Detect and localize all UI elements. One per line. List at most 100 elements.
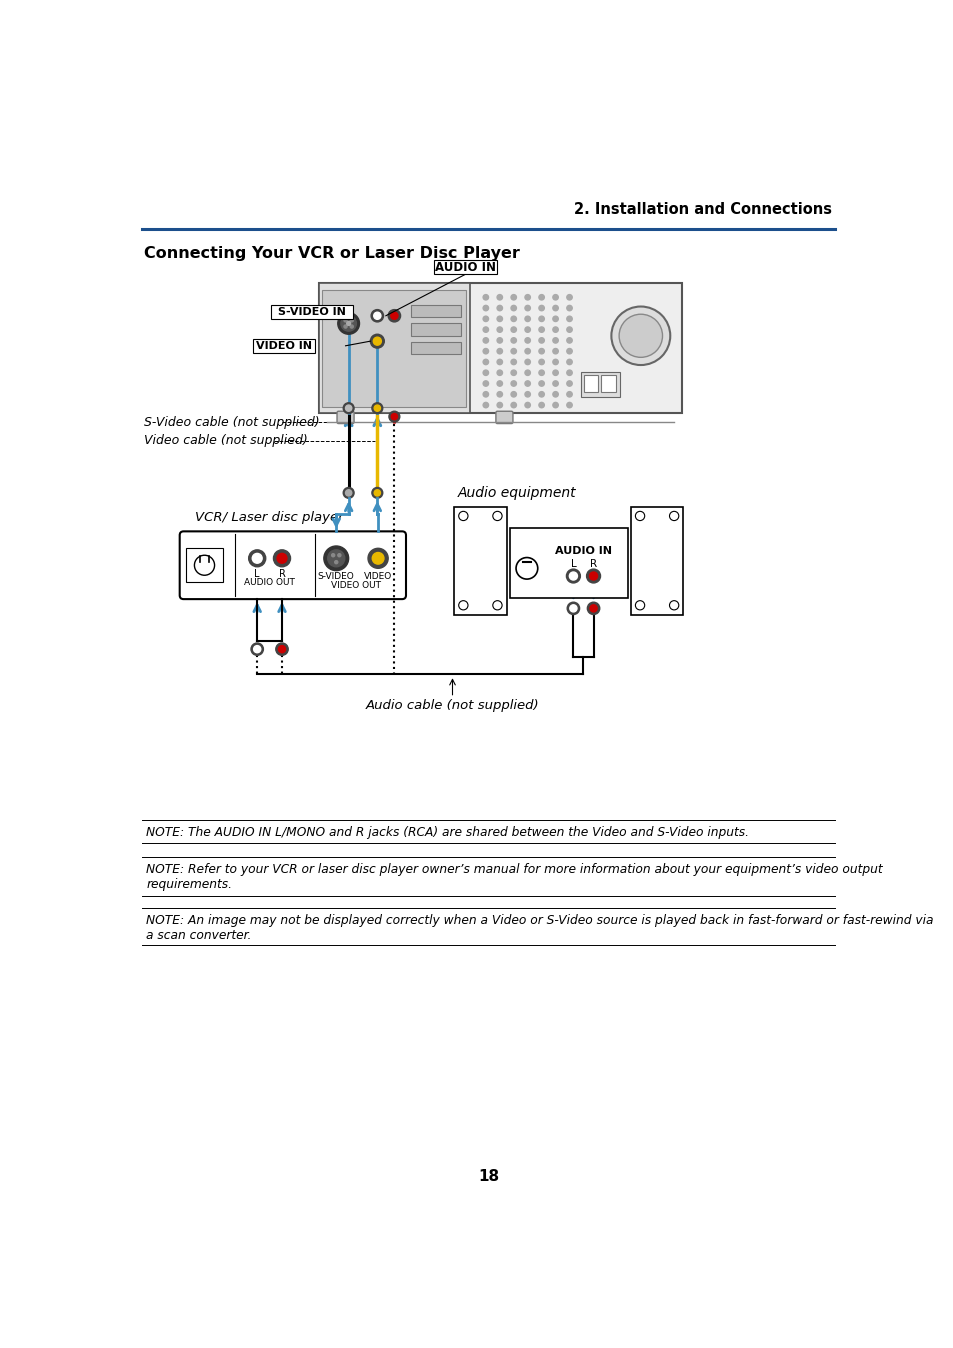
- Text: S-VIDEO IN: S-VIDEO IN: [277, 307, 345, 317]
- Text: NOTE: Refer to your VCR or laser disc player owner’s manual for more information: NOTE: Refer to your VCR or laser disc pl…: [146, 863, 882, 891]
- Circle shape: [524, 403, 530, 408]
- Circle shape: [538, 392, 544, 398]
- Circle shape: [388, 310, 400, 322]
- FancyBboxPatch shape: [336, 411, 354, 423]
- Text: L: L: [254, 569, 259, 578]
- Circle shape: [511, 295, 516, 301]
- Circle shape: [553, 338, 558, 344]
- Circle shape: [275, 643, 288, 655]
- Bar: [630, 507, 682, 615]
- Circle shape: [344, 325, 347, 328]
- FancyBboxPatch shape: [496, 411, 513, 423]
- Circle shape: [332, 554, 335, 557]
- Circle shape: [511, 360, 516, 365]
- Circle shape: [482, 306, 488, 311]
- Circle shape: [343, 488, 354, 499]
- Circle shape: [344, 319, 347, 322]
- Text: VIDEO IN: VIDEO IN: [255, 341, 312, 350]
- Circle shape: [373, 337, 381, 345]
- Text: NOTE: An image may not be displayed correctly when a Video or S-Video source is : NOTE: An image may not be displayed corr…: [146, 914, 933, 942]
- Circle shape: [493, 511, 501, 520]
- Bar: [454, 507, 506, 615]
- Circle shape: [511, 371, 516, 376]
- Circle shape: [511, 338, 516, 344]
- Circle shape: [374, 489, 380, 496]
- Circle shape: [274, 550, 291, 566]
- Text: AUDIO IN: AUDIO IN: [435, 260, 496, 274]
- Circle shape: [669, 601, 679, 609]
- Circle shape: [538, 338, 544, 344]
- Text: R: R: [278, 569, 285, 578]
- Bar: [410, 305, 460, 317]
- Circle shape: [538, 381, 544, 387]
- Circle shape: [511, 381, 516, 387]
- Circle shape: [553, 295, 558, 301]
- Circle shape: [538, 317, 544, 322]
- Circle shape: [553, 392, 558, 398]
- Circle shape: [589, 605, 597, 612]
- Circle shape: [497, 338, 502, 344]
- Text: Audio cable (not supplied): Audio cable (not supplied): [365, 700, 538, 712]
- Circle shape: [538, 360, 544, 365]
- Circle shape: [553, 371, 558, 376]
- Circle shape: [566, 392, 572, 398]
- Circle shape: [251, 643, 263, 655]
- Circle shape: [538, 403, 544, 408]
- Text: Video cable (not supplied): Video cable (not supplied): [144, 434, 308, 448]
- Circle shape: [372, 403, 382, 414]
- Circle shape: [524, 349, 530, 355]
- Circle shape: [370, 334, 384, 348]
- Circle shape: [368, 549, 388, 569]
- Circle shape: [553, 403, 558, 408]
- Circle shape: [493, 601, 501, 609]
- Bar: [434, 260, 497, 274]
- Circle shape: [350, 325, 353, 328]
- Bar: [583, 375, 598, 392]
- Circle shape: [566, 403, 572, 408]
- Circle shape: [538, 371, 544, 376]
- Text: AUDIO IN: AUDIO IN: [555, 546, 611, 557]
- Text: VIDEO: VIDEO: [364, 572, 392, 581]
- Circle shape: [553, 328, 558, 333]
- Circle shape: [482, 371, 488, 376]
- Circle shape: [566, 317, 572, 322]
- Bar: [410, 342, 460, 355]
- Circle shape: [511, 328, 516, 333]
- Text: VIDEO OUT: VIDEO OUT: [331, 581, 381, 590]
- Circle shape: [458, 601, 468, 609]
- Circle shape: [566, 338, 572, 344]
- Circle shape: [566, 295, 572, 301]
- Circle shape: [553, 381, 558, 387]
- Bar: [410, 324, 460, 336]
- Circle shape: [482, 392, 488, 398]
- Circle shape: [553, 360, 558, 365]
- Circle shape: [524, 392, 530, 398]
- Circle shape: [635, 511, 644, 520]
- Circle shape: [391, 313, 397, 319]
- Circle shape: [374, 313, 380, 319]
- Circle shape: [611, 306, 670, 365]
- Circle shape: [511, 349, 516, 355]
- Circle shape: [497, 317, 502, 322]
- Text: 18: 18: [477, 1169, 499, 1184]
- Circle shape: [524, 306, 530, 311]
- Circle shape: [482, 360, 488, 365]
- Bar: [186, 549, 223, 582]
- Circle shape: [553, 349, 558, 355]
- Text: AUDIO OUT: AUDIO OUT: [244, 578, 294, 588]
- Circle shape: [524, 295, 530, 301]
- Bar: [580, 372, 619, 396]
- Circle shape: [278, 646, 285, 652]
- Text: Audio equipment: Audio equipment: [457, 485, 576, 500]
- Circle shape: [538, 295, 544, 301]
- Bar: [599, 375, 616, 392]
- Circle shape: [553, 306, 558, 311]
- Circle shape: [511, 403, 516, 408]
- Circle shape: [566, 371, 572, 376]
- Circle shape: [253, 646, 260, 652]
- Circle shape: [586, 569, 599, 582]
- Circle shape: [497, 306, 502, 311]
- Circle shape: [328, 550, 344, 566]
- Circle shape: [276, 554, 287, 563]
- Circle shape: [389, 411, 399, 422]
